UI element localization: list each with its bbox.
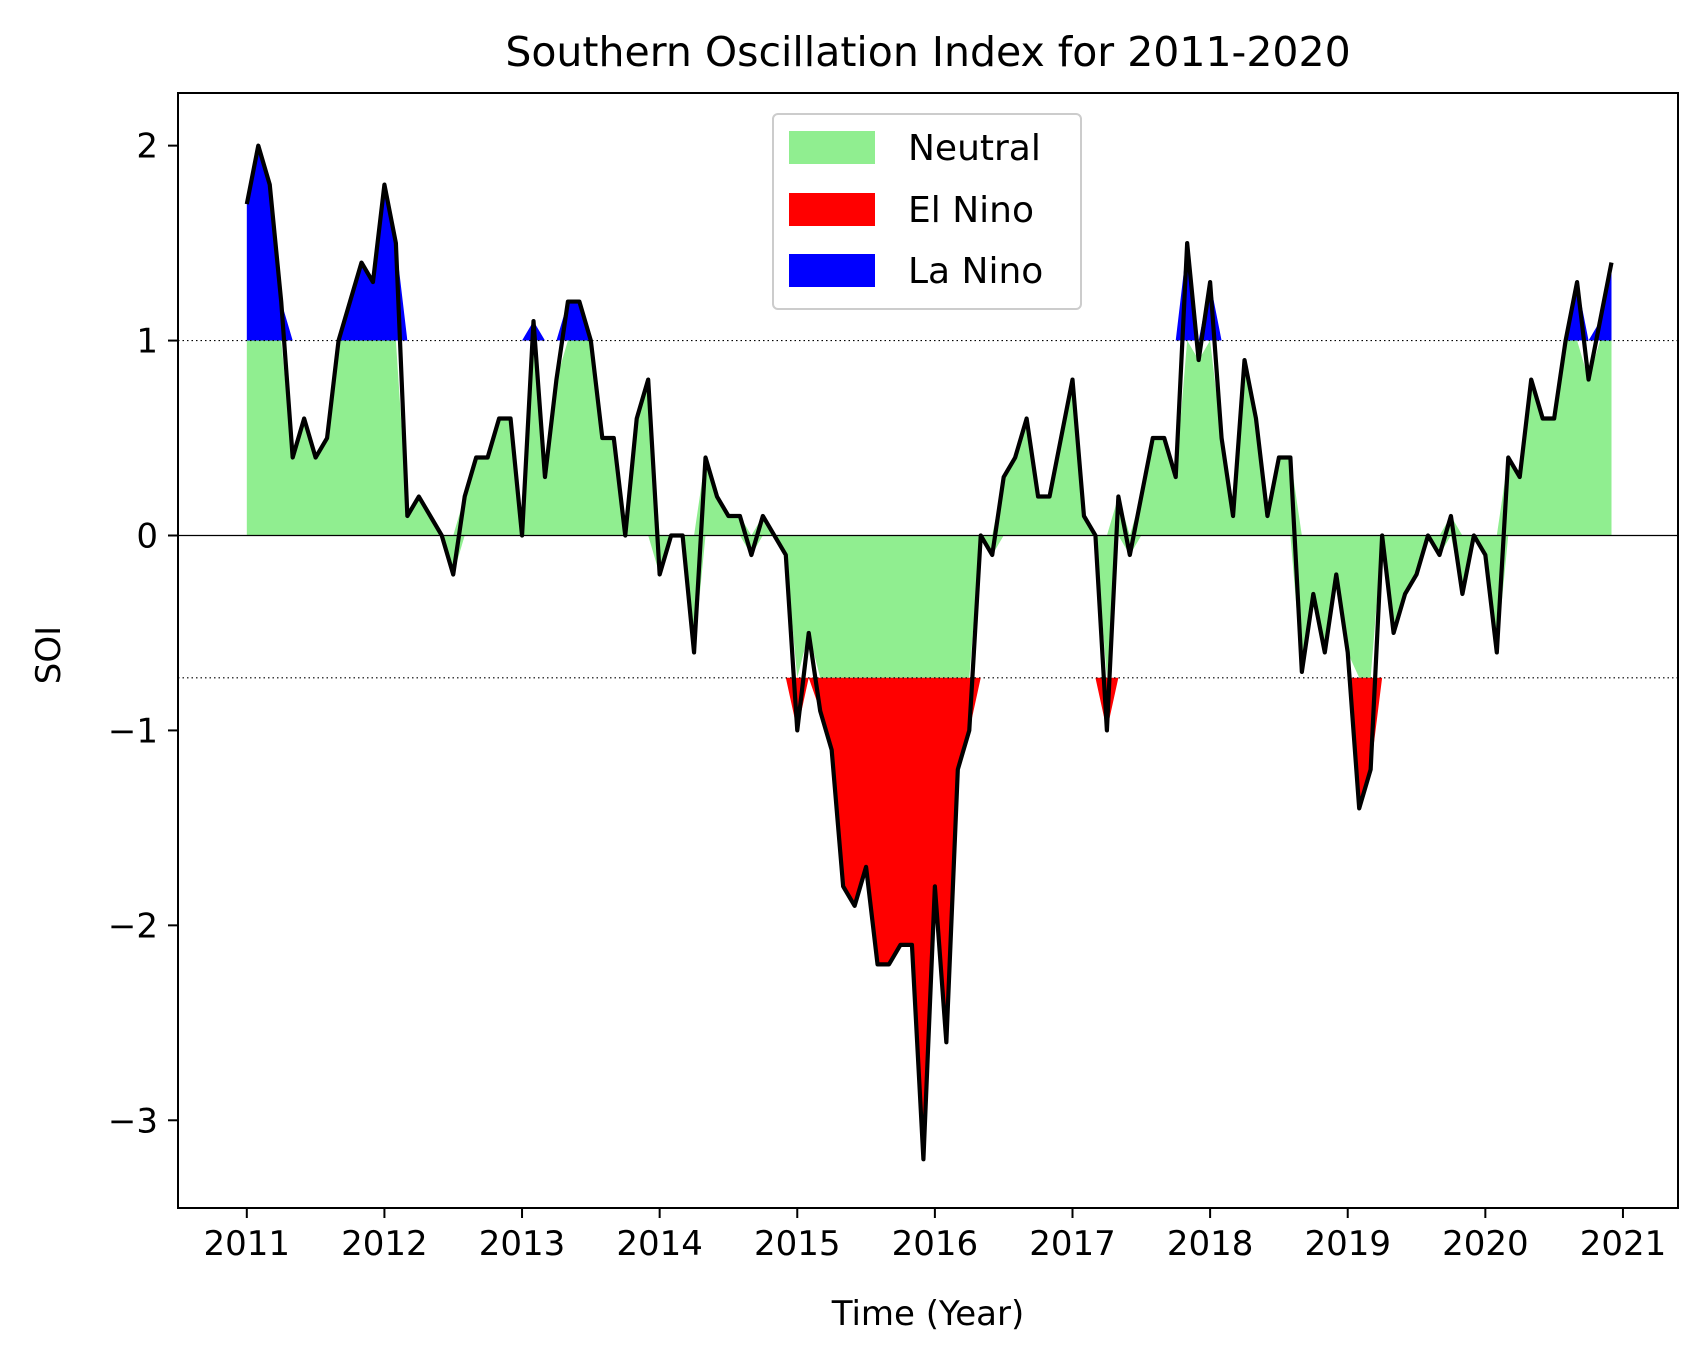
- legend-label-la-nina: La Nino: [908, 251, 1043, 292]
- legend-swatch-el-nino: [789, 193, 875, 226]
- y-tick-label: −1: [108, 711, 158, 751]
- x-axis: 2011 2012 2013 2014 2015 2016 2017 2018 2019 2020…: [204, 1208, 1667, 1264]
- y-axis-label: SOI: [29, 626, 69, 684]
- la-nina-area: [246, 145, 1612, 341]
- x-tick-label: 2018: [1167, 1224, 1254, 1264]
- soi-series: [244, 143, 1614, 1162]
- legend: Neutral El Nino La Nino: [772, 113, 1082, 310]
- x-axis-label: Time (Year): [831, 1294, 1025, 1334]
- plot-frame: [177, 92, 1679, 1209]
- y-tick-label: 1: [136, 322, 158, 362]
- x-tick-label: 2014: [616, 1224, 703, 1264]
- y-tick-label: −3: [108, 1101, 158, 1141]
- x-tick-label: 2016: [892, 1224, 979, 1264]
- legend-label-el-nino: El Nino: [908, 190, 1034, 231]
- y-tick-label: −2: [108, 906, 158, 946]
- legend-label-neutral: Neutral: [908, 128, 1041, 169]
- y-tick-label: 2: [136, 127, 158, 167]
- x-tick-label: 2021: [1580, 1224, 1667, 1264]
- chart-title: Southern Oscillation Index for 2011-2020: [505, 28, 1350, 76]
- area-fills: [246, 145, 1612, 1160]
- legend-swatch-neutral: [789, 131, 875, 164]
- y-tick-label: 0: [136, 516, 158, 556]
- x-tick-label: 2020: [1442, 1224, 1529, 1264]
- x-tick-label: 2011: [204, 1224, 291, 1264]
- x-tick-label: 2012: [341, 1224, 428, 1264]
- y-axis: 2 1 0 −1 −2 −3: [108, 127, 178, 1141]
- x-tick-label: 2015: [754, 1224, 841, 1264]
- x-tick-label: 2017: [1029, 1224, 1116, 1264]
- soi-line: [244, 143, 1614, 1162]
- neutral-area: [246, 340, 1612, 678]
- x-tick-label: 2019: [1304, 1224, 1391, 1264]
- legend-swatch-la-nina: [789, 254, 875, 287]
- x-tick-label: 2013: [479, 1224, 566, 1264]
- el-nino-area: [246, 677, 1612, 1160]
